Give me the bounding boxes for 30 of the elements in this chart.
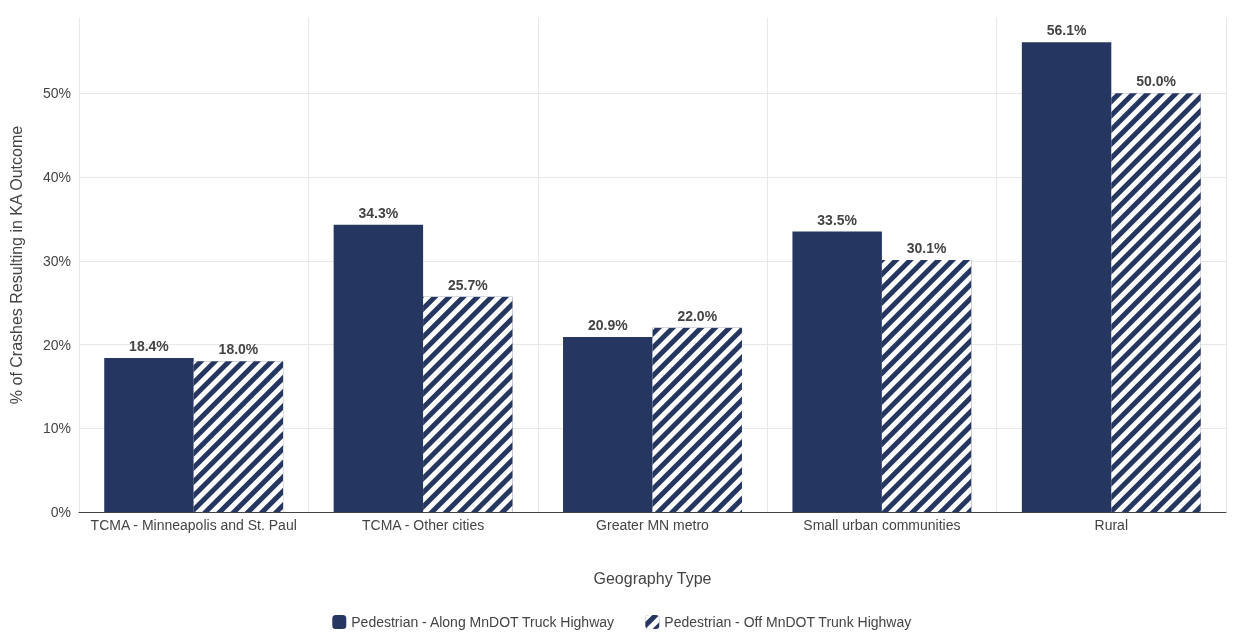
legend-label: Pedestrian - Off MnDOT Trunk Highway: [664, 614, 912, 630]
bar: [792, 231, 882, 512]
data-label: 34.3%: [358, 204, 399, 221]
bar: [333, 224, 424, 512]
data-label: 20.9%: [587, 317, 629, 334]
y-tick-label: 10%: [42, 420, 71, 437]
x-tick-label: TCMA - Minneapolis and St. Paul: [90, 517, 297, 533]
x-tick-label: Rural: [1094, 517, 1129, 533]
y-tick-label: 30%: [42, 252, 71, 269]
data-label: 56.1%: [1046, 22, 1087, 39]
data-label: 22.0%: [677, 307, 718, 324]
data-label: 50.0%: [1136, 73, 1177, 90]
y-tick-label: 0%: [50, 504, 71, 520]
data-label: 18.4%: [129, 337, 170, 354]
bar: [563, 337, 653, 512]
x-tick-label: Greater MN metro: [596, 517, 710, 533]
data-label: 30.1%: [906, 239, 948, 256]
data-label: 33.5%: [817, 211, 858, 228]
x-tick-label: Small urban communities: [803, 517, 961, 533]
y-axis-title: % of Crashes Resulting in KA Outcome: [7, 125, 25, 405]
y-tick-label: 50%: [42, 85, 71, 102]
bar: [1021, 42, 1112, 512]
y-tick-label: 40%: [42, 169, 71, 186]
x-tick-label: TCMA - Other cities: [362, 517, 485, 533]
y-tick-label: 20%: [42, 336, 71, 353]
x-axis-title: Geography Type: [593, 569, 712, 587]
data-label: 18.0%: [218, 341, 259, 358]
data-label: 25.7%: [447, 276, 489, 293]
bar: [104, 357, 194, 512]
legend-label: Pedestrian - Along MnDOT Truck Highway: [351, 614, 615, 630]
